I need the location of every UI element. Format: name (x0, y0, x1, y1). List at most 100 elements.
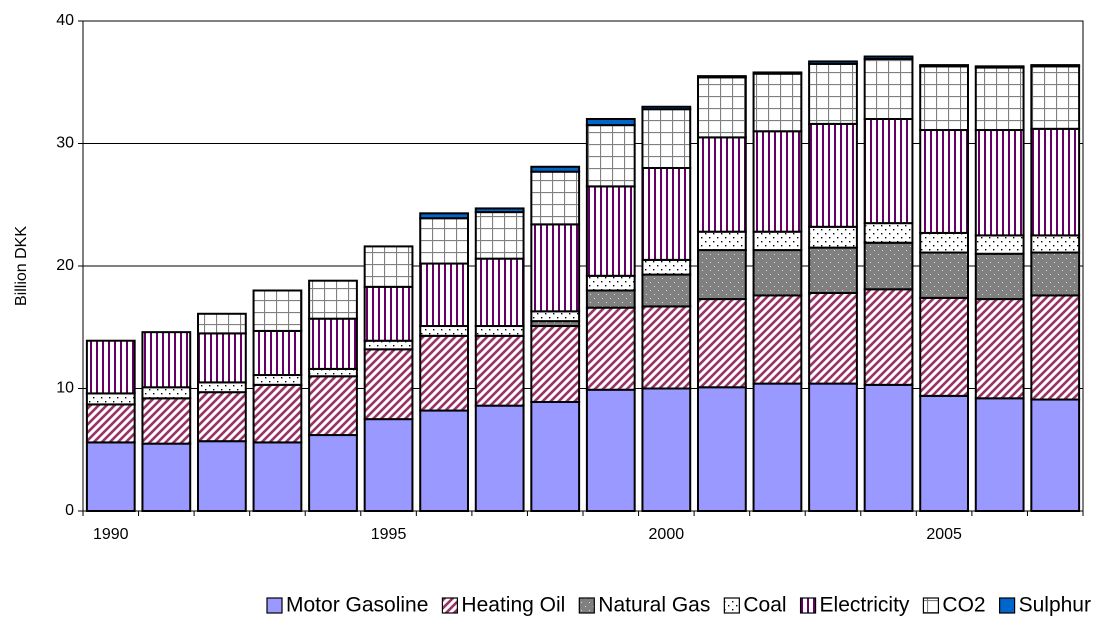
bar-segment (919, 64, 970, 68)
y-tick-label: 10 (56, 380, 74, 397)
bar-segment (1030, 398, 1081, 512)
legend-swatch (799, 597, 817, 614)
bar-segment (197, 381, 247, 394)
bar-segment (85, 403, 136, 444)
legend-label: Heating Oil (461, 594, 565, 617)
bar-segment (697, 76, 747, 139)
legend-label: Coal (743, 594, 786, 617)
legend: Motor Gasoline Heating Oil Natural Gas Coal… (266, 594, 1091, 617)
y-tick-label: 40 (56, 12, 74, 29)
bar-segment (530, 325, 581, 403)
legend-swatch (723, 597, 740, 614)
y-tick-label: 20 (56, 257, 74, 274)
bar-segment (808, 122, 858, 228)
bar-segment (585, 306, 636, 391)
bar-segment (752, 130, 803, 233)
bar-segment (308, 367, 358, 378)
bar-segment (752, 71, 803, 75)
y-tick-label: 30 (56, 135, 74, 152)
bar-segment (1030, 64, 1081, 68)
bar-segment (197, 391, 247, 443)
bar-segment (808, 291, 858, 385)
bar-segment (863, 57, 914, 120)
bar-segment (585, 289, 636, 309)
bar-segment (863, 288, 914, 386)
legend-swatch (441, 597, 459, 614)
bar-segment (474, 334, 525, 407)
bar-segment (363, 285, 414, 342)
bar-segment (197, 312, 247, 335)
bar-segment (530, 400, 581, 513)
bar-segment (808, 246, 858, 294)
bar-segment (697, 136, 747, 233)
bar-segment (85, 441, 136, 512)
bar-segment (252, 441, 303, 512)
legend-swatch (266, 597, 283, 614)
bar-segment (641, 167, 692, 261)
legend-label: Electricity (820, 594, 910, 617)
bar-segment (419, 409, 470, 512)
bar-segment (641, 105, 692, 111)
bar-segment (808, 60, 858, 65)
bar-segment (1030, 127, 1081, 237)
bar-segment (141, 397, 192, 445)
bar-segment (919, 65, 970, 132)
bar-segment (1030, 234, 1081, 254)
bar-segment (252, 374, 303, 386)
bar-segment (363, 418, 414, 512)
bar-segment (308, 279, 358, 320)
bar-segment (585, 124, 636, 188)
bar-segment (585, 388, 636, 513)
legend-label: Motor Gasoline (286, 594, 428, 617)
bar-segment (919, 251, 970, 299)
bar-segment (752, 382, 803, 513)
bar-segment (530, 223, 581, 313)
bar-segment (808, 225, 858, 249)
bar-segment (585, 185, 636, 277)
bar-segment (808, 382, 858, 513)
x-tick-label: 2005 (926, 526, 962, 543)
bar-segment (308, 317, 358, 370)
bar-segment (1030, 294, 1081, 401)
bar-segment (252, 289, 303, 332)
bar-segment (863, 222, 914, 244)
bar-segment (252, 329, 303, 377)
bar-segment (585, 118, 636, 127)
bar-segment (974, 65, 1025, 69)
bar-segment (474, 211, 525, 260)
bar-segment (752, 249, 803, 297)
bar-segment (308, 375, 358, 437)
bar-segment (919, 394, 970, 513)
bar-segment (85, 339, 136, 395)
bar-segment (641, 305, 692, 390)
bar-segment (1030, 65, 1081, 130)
bar-segment (419, 325, 470, 337)
bar-segment (197, 440, 247, 512)
bar-segment (641, 108, 692, 169)
bar-segment (752, 294, 803, 385)
bar-segment (697, 249, 747, 301)
bar-segment (641, 273, 692, 308)
bar-segment (697, 298, 747, 389)
bar-segment (752, 230, 803, 252)
bar-segment (974, 298, 1025, 400)
legend-swatch (999, 597, 1016, 614)
bar-segment (641, 387, 692, 512)
bar-segment (419, 217, 470, 265)
bar-segment (252, 383, 303, 444)
bar-segment (363, 348, 414, 421)
bar-segment (363, 339, 414, 351)
bar-segment (974, 397, 1025, 512)
bar-segment (974, 129, 1025, 237)
bar-segment (863, 383, 914, 513)
legend-swatch (922, 597, 940, 614)
bar-segment (474, 404, 525, 512)
legend-label: Natural Gas (598, 594, 710, 617)
bar-segment (141, 386, 192, 400)
x-tick-label: 1990 (93, 526, 129, 543)
y-axis-label: Billion DKK (13, 226, 30, 306)
bar-segment (85, 392, 136, 406)
bar-segment (141, 331, 192, 389)
x-tick-label: 2000 (649, 526, 685, 543)
